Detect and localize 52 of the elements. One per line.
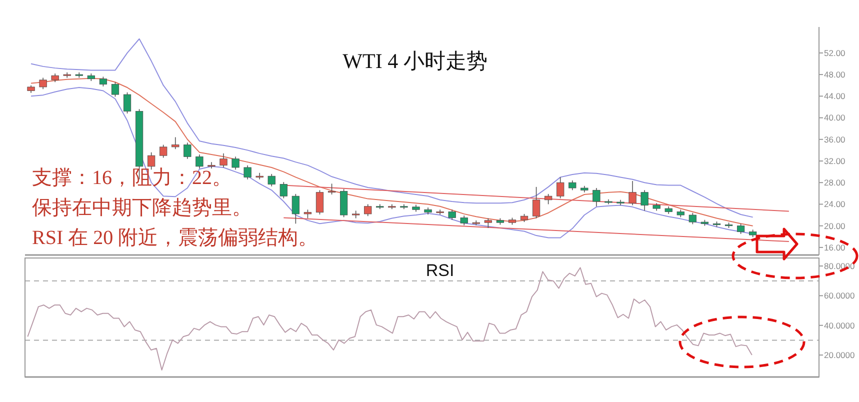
candlestick xyxy=(568,180,576,191)
candlestick xyxy=(184,142,192,160)
annotation: 保持在中期下降趋势里。 xyxy=(32,197,252,219)
annotation: 支撑：16，阻力：22。 xyxy=(32,167,232,189)
y-tick-label: 20.0000 xyxy=(824,350,855,360)
candlestick xyxy=(99,76,108,87)
candlestick xyxy=(328,183,336,195)
y-tick-label: 40.00 xyxy=(824,112,846,123)
candlestick xyxy=(256,172,264,180)
candlestick xyxy=(160,144,168,158)
candlestick xyxy=(292,194,300,224)
candlestick xyxy=(544,194,552,205)
candlestick xyxy=(111,82,120,98)
chart-title: RSI xyxy=(426,261,454,280)
candlestick xyxy=(736,223,745,234)
y-tick-label: 40.0000 xyxy=(824,320,855,330)
candlestick xyxy=(196,154,204,169)
candlestick xyxy=(39,77,47,90)
line-series xyxy=(30,38,754,218)
candlestick xyxy=(640,190,648,212)
candlestick xyxy=(244,164,252,180)
candlestick xyxy=(448,209,456,220)
candlestick xyxy=(280,182,288,199)
candlestick xyxy=(592,188,600,207)
y-tick-label: 16.00 xyxy=(824,242,846,252)
candlestick xyxy=(364,204,372,216)
candlestick xyxy=(688,212,696,225)
annotation: RSI 在 20 附近，震荡偏弱结构。 xyxy=(32,227,318,249)
candlestick xyxy=(532,186,540,219)
y-tick-label: 80.0000 xyxy=(824,260,855,271)
y-tick-label: 28.00 xyxy=(824,178,846,188)
candlestick xyxy=(316,190,324,215)
y-tick-label: 48.00 xyxy=(824,70,846,80)
y-tick-label: 36.00 xyxy=(824,134,846,144)
candlestick xyxy=(556,176,564,199)
candlestick xyxy=(460,215,468,226)
candlestick xyxy=(208,162,216,169)
y-tick-label: 32.00 xyxy=(824,156,846,166)
candlestick xyxy=(340,188,348,218)
y-tick-label: 60.0000 xyxy=(824,290,855,301)
y-tick-label: 20.00 xyxy=(824,220,846,231)
text: WTI 4 小时走势 xyxy=(342,49,488,73)
candlestick xyxy=(268,174,276,187)
candlestick xyxy=(123,92,132,114)
candlestick xyxy=(220,153,228,168)
y-tick-label: 52.00 xyxy=(824,48,846,58)
y-tick-label: 44.00 xyxy=(824,91,846,102)
candlestick xyxy=(172,136,180,150)
candlestick xyxy=(628,180,636,206)
candlestick xyxy=(232,156,240,170)
y-tick-label: 24.00 xyxy=(824,199,846,210)
candlestick xyxy=(484,218,492,228)
